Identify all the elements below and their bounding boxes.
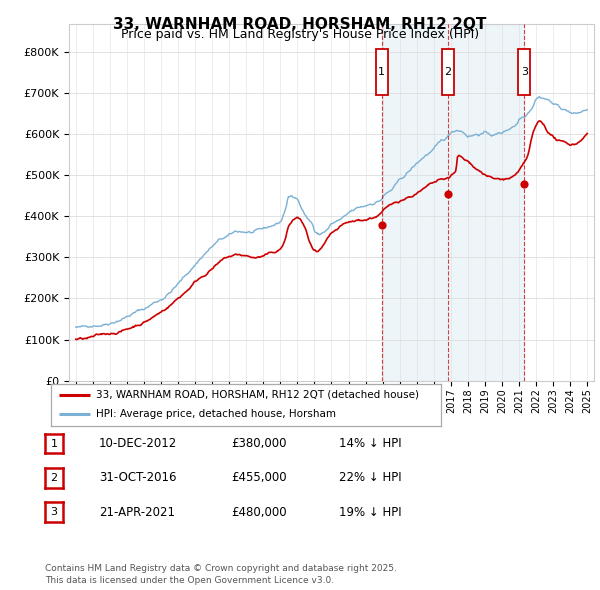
Text: 22% ↓ HPI: 22% ↓ HPI [339,471,401,484]
Text: 33, WARNHAM ROAD, HORSHAM, RH12 2QT: 33, WARNHAM ROAD, HORSHAM, RH12 2QT [113,17,487,31]
Bar [442,48,454,95]
Point [443,189,453,199]
Text: 1: 1 [378,67,385,77]
Text: 2: 2 [445,67,452,77]
Text: 31-OCT-2016: 31-OCT-2016 [99,471,176,484]
Bar [382,24,524,381]
Point [520,179,529,188]
Text: HPI: Average price, detached house, Horsham: HPI: Average price, detached house, Hors… [96,409,336,419]
Point [377,220,386,230]
Text: 3: 3 [50,507,58,517]
Text: 33, WARNHAM ROAD, HORSHAM, RH12 2QT (detached house): 33, WARNHAM ROAD, HORSHAM, RH12 2QT (det… [96,390,419,400]
Text: £480,000: £480,000 [231,506,287,519]
Text: 14% ↓ HPI: 14% ↓ HPI [339,437,401,450]
Text: 2: 2 [50,473,58,483]
Text: £380,000: £380,000 [231,437,287,450]
Text: 3: 3 [521,67,528,77]
Bar [518,48,530,95]
Text: 21-APR-2021: 21-APR-2021 [99,506,175,519]
Text: 10-DEC-2012: 10-DEC-2012 [99,437,177,450]
Text: Price paid vs. HM Land Registry's House Price Index (HPI): Price paid vs. HM Land Registry's House … [121,28,479,41]
Text: Contains HM Land Registry data © Crown copyright and database right 2025.
This d: Contains HM Land Registry data © Crown c… [45,564,397,585]
Text: 19% ↓ HPI: 19% ↓ HPI [339,506,401,519]
Text: £455,000: £455,000 [231,471,287,484]
Text: 1: 1 [50,439,58,448]
Bar [376,48,388,95]
